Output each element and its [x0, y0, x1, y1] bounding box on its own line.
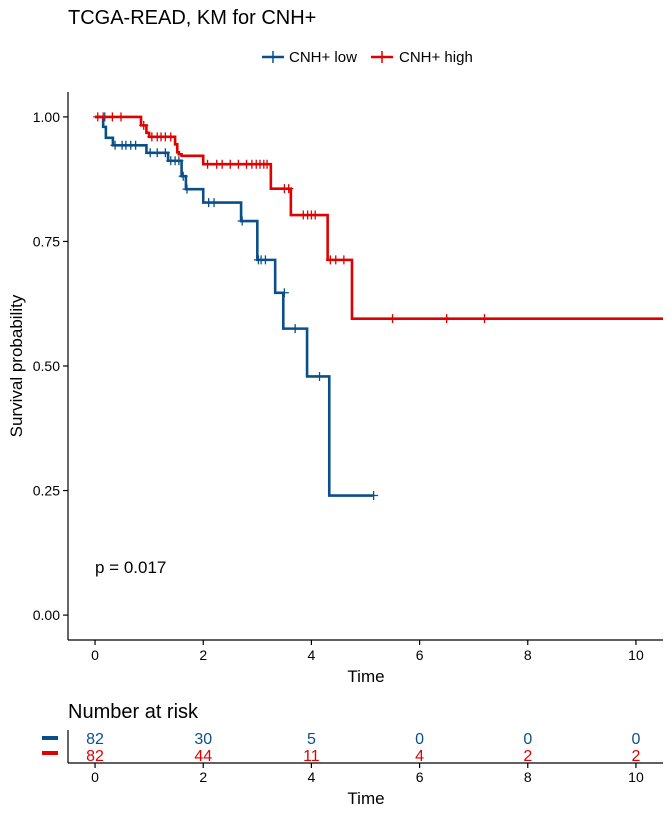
censor-mark-high — [339, 255, 349, 265]
risk-cell-low: 0 — [632, 731, 641, 748]
y-tick-label: 0.00 — [33, 607, 60, 623]
risk-x-tick-label: 6 — [416, 769, 424, 785]
risk-cell-low: 30 — [194, 731, 212, 748]
x-axis-label: Time — [347, 667, 384, 686]
censor-mark-low — [131, 140, 141, 150]
risk-x-tick-label: 0 — [91, 769, 99, 785]
censor-mark-high — [107, 112, 117, 122]
y-tick-label: 0.50 — [33, 358, 60, 374]
y-tick-label: 0.75 — [33, 233, 60, 249]
x-axis-ticks: 0 2 4 6 8 10 — [91, 640, 644, 663]
risk-row-swatch-low — [42, 736, 58, 740]
censor-mark-high — [233, 159, 243, 169]
chart-title: TCGA-READ, KM for CNH+ — [68, 7, 316, 29]
risk-cell-high: 44 — [194, 748, 212, 765]
censor-mark-high — [442, 314, 452, 324]
risk-table-cells: 82 30 5 0 0 0 82 44 11 4 2 2 — [86, 731, 640, 765]
km-curve-high — [95, 115, 663, 320]
censor-mark-low — [178, 171, 188, 181]
km-curves — [93, 112, 663, 501]
censor-mark-high — [139, 120, 149, 130]
risk-x-tick-label: 10 — [628, 769, 644, 785]
censor-mark-low — [237, 216, 247, 226]
risk-cell-high: 2 — [523, 748, 532, 765]
censor-mark-high — [284, 184, 294, 194]
x-tick-label: 0 — [91, 647, 99, 663]
censor-mark-high — [225, 159, 235, 169]
censor-mark-low — [290, 324, 300, 334]
risk-table: Number at risk 82 30 5 0 0 082 44 11 4 2 2 0 2 4 6 8 10… — [42, 701, 663, 808]
censor-mark-high — [217, 159, 227, 169]
legend-item-low[interactable]: CNH+ low — [262, 49, 357, 66]
x-tick-label: 10 — [628, 647, 644, 663]
x-tick-label: 2 — [199, 647, 207, 663]
x-tick-label: 6 — [416, 647, 424, 663]
risk-cell-low: 0 — [415, 731, 424, 748]
y-tick-label: 1.00 — [33, 109, 60, 125]
x-tick-label: 4 — [308, 647, 316, 663]
risk-cell-high: 4 — [415, 748, 424, 765]
risk-cell-high: 2 — [632, 748, 641, 765]
risk-cell-low: 82 — [86, 731, 104, 748]
risk-cell-high: 11 — [303, 748, 320, 765]
censor-mark-low — [182, 184, 192, 194]
censor-mark-low — [209, 198, 219, 208]
censor-mark-high — [331, 255, 341, 265]
km-curve-low — [95, 115, 374, 497]
risk-table-x-axis-label: Time — [347, 789, 384, 808]
censor-mark-low — [160, 148, 170, 158]
censor-mark-high — [98, 112, 108, 122]
risk-cell-low: 5 — [307, 731, 316, 748]
censor-mark-high — [166, 132, 176, 142]
risk-cell-low: 0 — [523, 731, 532, 748]
censor-mark-low — [315, 371, 325, 381]
km-plot-panel: 0.00 0.25 0.50 0.75 1.00 0 2 4 6 8 10 p = 0.017 S… — [7, 92, 663, 686]
censor-mark-high — [262, 159, 272, 169]
censor-mark-high — [203, 159, 213, 169]
y-axis-ticks: 0.00 0.25 0.50 0.75 1.00 — [33, 109, 68, 623]
censor-mark-low — [279, 288, 289, 298]
p-value-annotation: p = 0.017 — [95, 558, 166, 577]
risk-x-tick-label: 2 — [199, 769, 207, 785]
legend: CNH+ low CNH+ high — [262, 49, 473, 66]
risk-x-tick-label: 4 — [308, 769, 316, 785]
risk-table-x-ticks: 0 2 4 6 8 10 — [91, 763, 644, 785]
censor-mark-high — [480, 314, 489, 324]
y-tick-label: 0.25 — [33, 483, 60, 499]
risk-x-tick-label: 8 — [524, 769, 532, 785]
censor-mark-low — [152, 148, 162, 158]
censor-mark-low — [174, 156, 184, 166]
censor-mark-high — [388, 314, 398, 324]
censor-mark-low — [260, 255, 270, 265]
risk-cell-high: 82 — [86, 748, 104, 765]
risk-table-title: Number at risk — [68, 701, 199, 723]
legend-label-high: CNH+ high — [399, 49, 473, 66]
censor-mark-low — [369, 491, 379, 501]
censor-mark-high — [116, 112, 126, 122]
x-tick-label: 8 — [524, 647, 532, 663]
risk-row-swatch-high — [42, 751, 58, 755]
censor-mark-high — [310, 210, 320, 220]
legend-item-high[interactable]: CNH+ high — [371, 49, 473, 66]
y-axis-label: Survival probability — [7, 294, 26, 437]
legend-label-low: CNH+ low — [289, 49, 357, 66]
